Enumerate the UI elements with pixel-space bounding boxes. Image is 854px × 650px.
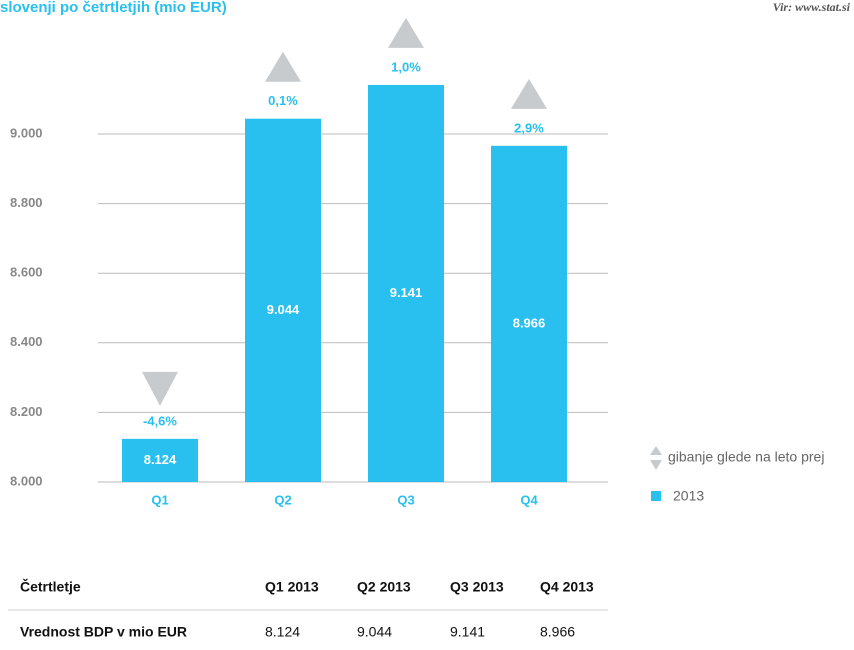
y-tick-label: 8.200 bbox=[10, 404, 43, 419]
table-header: Q1 2013 bbox=[265, 579, 319, 595]
legend-swatch bbox=[651, 491, 661, 501]
y-tick-label: 8.600 bbox=[10, 265, 43, 280]
bar bbox=[368, 84, 444, 482]
x-tick-label: Q3 bbox=[397, 492, 414, 507]
legend-label: gibanje glede na leto prej bbox=[668, 449, 824, 465]
chart-title: slovenji po četrtletjih (mio EUR) bbox=[0, 0, 227, 16]
legend-arrow bbox=[650, 460, 662, 470]
table-header: Q4 2013 bbox=[540, 579, 594, 595]
y-tick-label: 9.000 bbox=[10, 125, 43, 140]
legend-arrow bbox=[650, 446, 662, 455]
value-label: 9.141 bbox=[390, 285, 423, 300]
x-tick-label: Q4 bbox=[520, 492, 538, 507]
change-label: 1,0% bbox=[391, 59, 421, 74]
table-cell: 9.044 bbox=[357, 624, 392, 640]
change-arrow bbox=[265, 51, 301, 82]
value-label: 9.044 bbox=[267, 302, 300, 317]
table-header: Q3 2013 bbox=[450, 579, 504, 595]
legend-label: 2013 bbox=[673, 488, 704, 504]
table-header: Četrtletje bbox=[20, 578, 81, 595]
value-label: 8.966 bbox=[513, 315, 546, 330]
change-arrow bbox=[511, 78, 547, 109]
table-header: Q2 2013 bbox=[357, 579, 411, 595]
bar bbox=[245, 118, 321, 483]
x-tick-label: Q1 bbox=[151, 492, 168, 507]
table-cell: 8.124 bbox=[265, 624, 300, 640]
x-tick-label: Q2 bbox=[274, 492, 291, 507]
y-tick-label: 8.800 bbox=[10, 195, 43, 210]
y-tick-label: 8.000 bbox=[10, 473, 43, 488]
value-label: 8.124 bbox=[144, 452, 177, 467]
source: Vir: www.stat.si bbox=[773, 0, 851, 14]
bar bbox=[491, 145, 567, 482]
change-arrow bbox=[142, 371, 178, 406]
change-label: 0,1% bbox=[268, 93, 298, 108]
table-cell: Vrednost BDP v mio EUR bbox=[20, 624, 187, 640]
table-cell: 8.966 bbox=[540, 624, 575, 640]
bar bbox=[122, 438, 198, 482]
change-arrow bbox=[388, 17, 424, 48]
table-cell: 9.141 bbox=[450, 624, 485, 640]
change-label: -4,6% bbox=[143, 413, 177, 428]
y-tick-label: 8.400 bbox=[10, 334, 43, 349]
change-label: 2,9% bbox=[514, 120, 544, 135]
